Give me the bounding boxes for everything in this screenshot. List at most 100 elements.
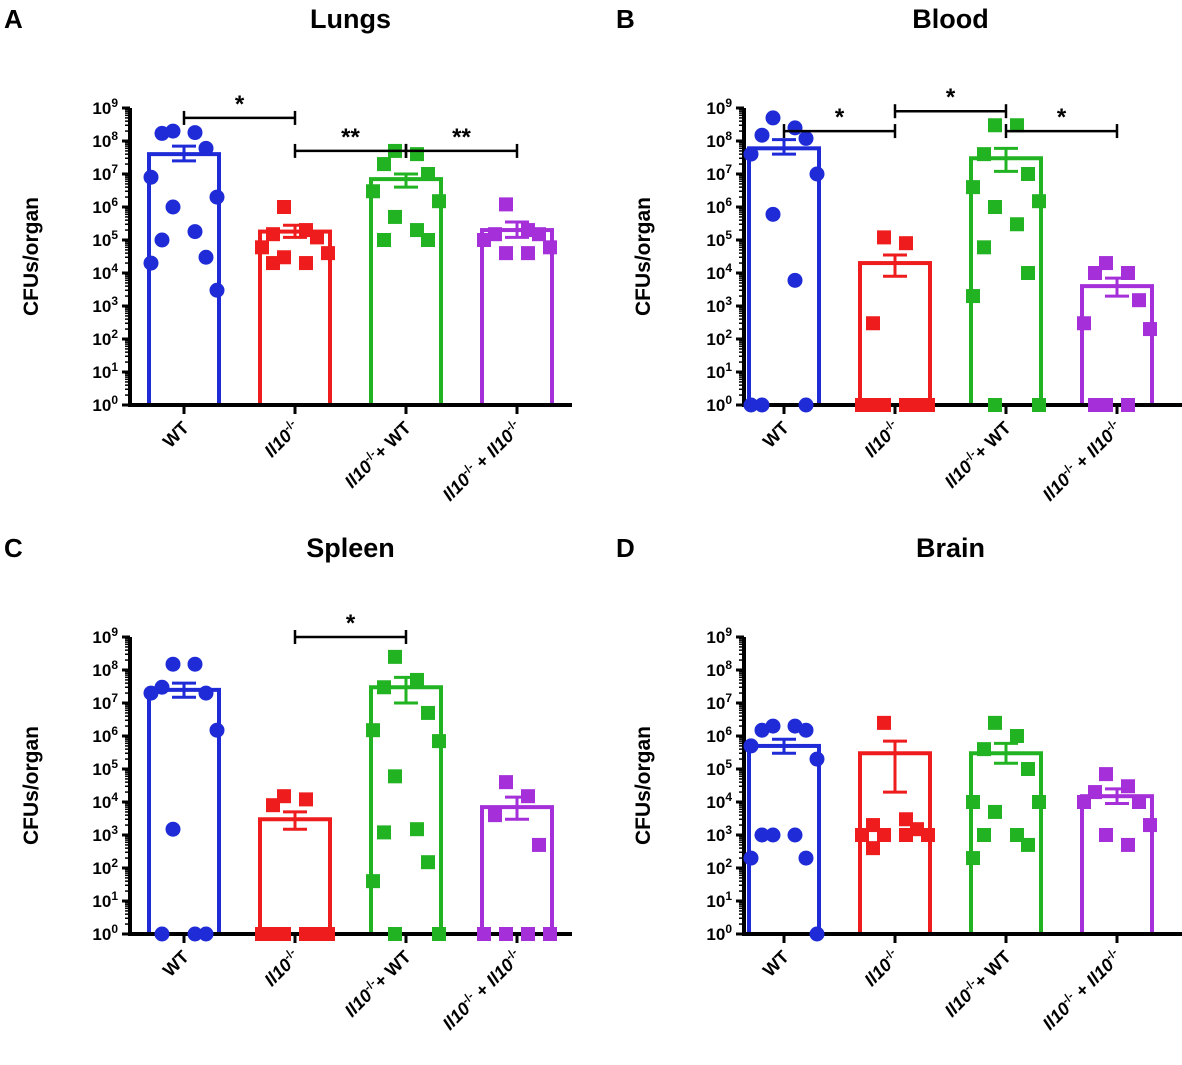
y-tick-label: 102 bbox=[706, 856, 732, 878]
data-point bbox=[899, 398, 913, 412]
y-tick-label: 105 bbox=[92, 757, 118, 779]
data-point bbox=[521, 246, 535, 261]
x-tick-label-1: Il10-/- bbox=[259, 945, 304, 990]
panel-c: C Spleen CFUs/organ 100 101 102 103 104 105 106 10… bbox=[4, 533, 572, 1034]
data-point bbox=[432, 734, 446, 749]
significance-label: * bbox=[835, 104, 845, 131]
data-point bbox=[432, 927, 446, 941]
data-point bbox=[977, 828, 991, 842]
data-point bbox=[266, 927, 280, 941]
data-point bbox=[1088, 785, 1102, 800]
data-point bbox=[299, 256, 313, 271]
data-point bbox=[921, 828, 935, 842]
data-point bbox=[321, 927, 335, 941]
data-point bbox=[543, 240, 557, 255]
data-point bbox=[988, 118, 1002, 133]
data-point bbox=[1099, 828, 1113, 842]
data-point bbox=[798, 397, 814, 413]
y-tick-label: 100 bbox=[92, 393, 118, 415]
bar-3 bbox=[1080, 794, 1154, 936]
data-point bbox=[866, 316, 880, 331]
data-point bbox=[499, 197, 513, 212]
data-point bbox=[1121, 398, 1135, 412]
data-point bbox=[798, 130, 814, 146]
panel-d: D Brain CFUs/organ 100 101 102 103 104 105 106 107… bbox=[616, 533, 1182, 1034]
data-point bbox=[198, 140, 214, 156]
x-tick-label-2: Il10-/-+ WT bbox=[339, 416, 415, 492]
data-point bbox=[198, 249, 214, 265]
data-point bbox=[977, 742, 991, 757]
bar-2 bbox=[369, 177, 443, 407]
data-point bbox=[277, 927, 291, 941]
data-point bbox=[421, 705, 435, 720]
bar-0 bbox=[747, 146, 821, 407]
data-point bbox=[1132, 795, 1146, 809]
bar-2 bbox=[369, 685, 443, 936]
data-point bbox=[966, 795, 980, 809]
x-tick-label-1: Il10-/- bbox=[859, 945, 904, 990]
y-tick-label: 106 bbox=[706, 724, 732, 746]
data-point bbox=[366, 723, 380, 738]
data-point bbox=[310, 927, 324, 941]
x-tick-label-1: Il10-/- bbox=[859, 416, 904, 461]
data-point bbox=[1088, 266, 1102, 280]
y-tick-label: 106 bbox=[92, 195, 118, 217]
chart-title: Blood bbox=[912, 4, 988, 34]
data-point bbox=[899, 236, 913, 251]
data-point bbox=[809, 926, 825, 942]
data-point bbox=[1010, 729, 1024, 743]
significance-label: ** bbox=[452, 124, 471, 151]
data-point bbox=[798, 722, 814, 738]
panel-letter: A bbox=[4, 4, 23, 34]
data-point bbox=[421, 855, 435, 870]
data-point bbox=[866, 818, 880, 833]
data-point bbox=[787, 827, 803, 843]
chart-title: Brain bbox=[916, 533, 985, 563]
data-point bbox=[299, 223, 313, 238]
data-point bbox=[754, 722, 770, 738]
x-tick-label-0: WT bbox=[759, 947, 793, 981]
y-tick-label: 102 bbox=[92, 856, 118, 878]
data-point bbox=[477, 233, 491, 247]
data-point bbox=[1010, 217, 1024, 232]
data-point bbox=[1088, 398, 1102, 412]
data-point bbox=[877, 230, 891, 245]
data-point bbox=[1032, 795, 1046, 809]
data-point bbox=[809, 751, 825, 767]
y-tick-label: 100 bbox=[92, 922, 118, 944]
panel-letter: D bbox=[616, 533, 635, 563]
bar-3 bbox=[480, 805, 554, 936]
significance-label: * bbox=[946, 84, 956, 111]
y-tick-label: 108 bbox=[92, 658, 118, 680]
data-point bbox=[143, 255, 159, 271]
y-tick-label: 108 bbox=[706, 129, 732, 151]
x-tick-label-3: Il10-/- + Il10-/- bbox=[437, 945, 526, 1034]
bar-1 bbox=[258, 817, 332, 937]
data-point bbox=[488, 808, 502, 823]
data-point bbox=[377, 825, 391, 840]
y-tick-label: 107 bbox=[92, 691, 118, 713]
y-tick-label: 100 bbox=[706, 922, 732, 944]
data-point bbox=[143, 685, 159, 701]
data-point bbox=[266, 798, 280, 813]
data-point bbox=[521, 223, 535, 238]
data-point bbox=[787, 120, 803, 136]
data-point bbox=[966, 851, 980, 866]
data-point bbox=[154, 679, 170, 695]
data-point bbox=[209, 189, 225, 205]
data-point bbox=[977, 147, 991, 162]
y-tick-label: 101 bbox=[92, 360, 118, 382]
bar-2 bbox=[969, 156, 1043, 407]
y-tick-label: 106 bbox=[92, 724, 118, 746]
bar-0 bbox=[147, 152, 221, 407]
data-point bbox=[1121, 779, 1135, 794]
data-point bbox=[866, 398, 880, 412]
data-point bbox=[798, 850, 814, 866]
data-point bbox=[266, 227, 280, 242]
y-tick-label: 109 bbox=[92, 625, 118, 647]
data-point bbox=[421, 233, 435, 247]
data-point bbox=[1143, 818, 1157, 833]
data-point bbox=[1032, 194, 1046, 209]
data-point bbox=[1032, 398, 1046, 412]
